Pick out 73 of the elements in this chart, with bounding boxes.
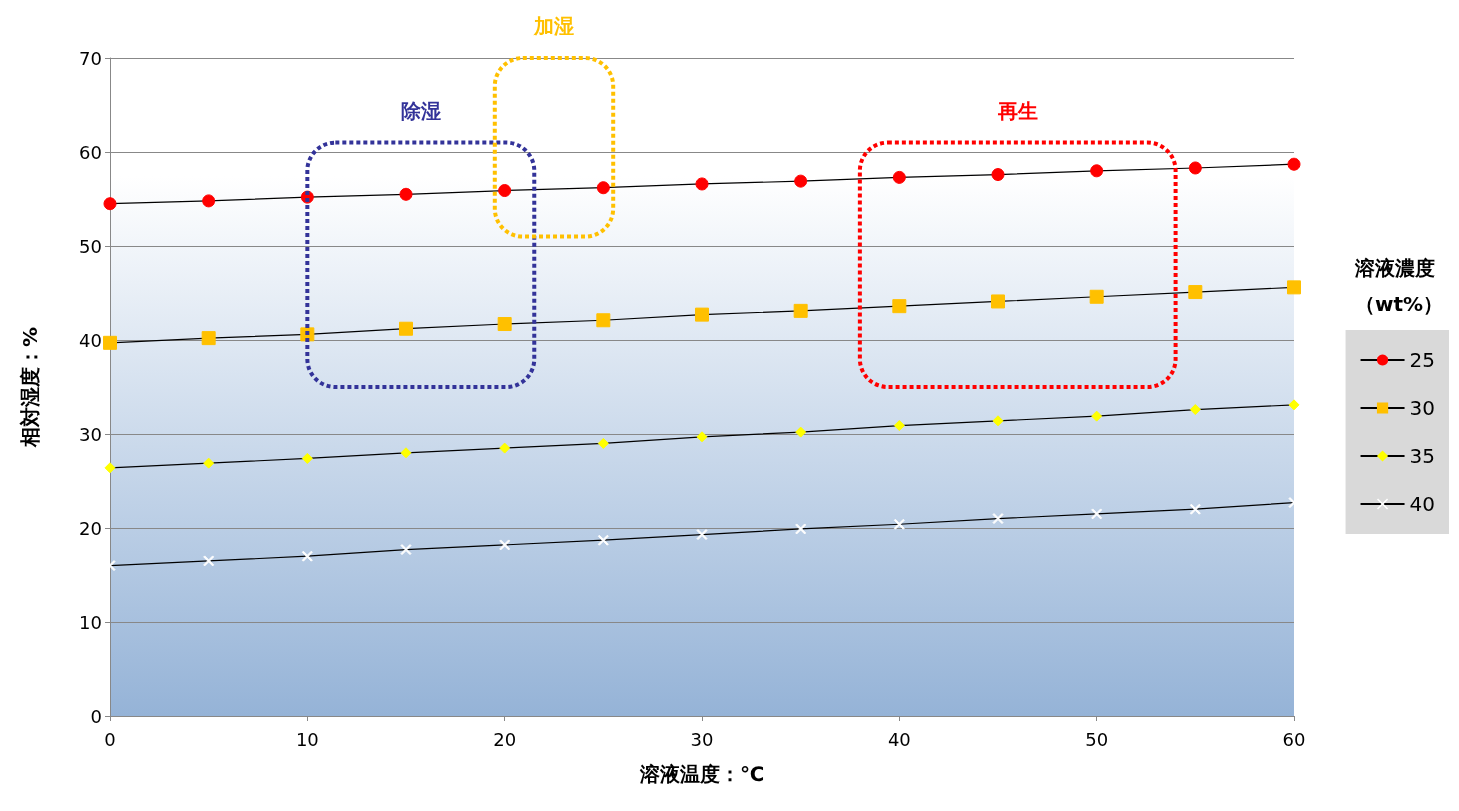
- point: [203, 555, 215, 567]
- point: [597, 437, 609, 449]
- x-tick-label: 10: [295, 728, 319, 750]
- point: [793, 303, 808, 318]
- legend-label: 40: [1409, 492, 1435, 516]
- point: [795, 426, 807, 438]
- point: [104, 462, 116, 474]
- text: 加湿: [533, 14, 574, 38]
- point: [1091, 410, 1103, 422]
- y-tick-label: 10: [79, 611, 102, 633]
- point: [1188, 161, 1202, 175]
- point: [597, 534, 609, 546]
- x-tick-label: 50: [1085, 728, 1109, 750]
- point: [596, 313, 611, 328]
- point: [399, 187, 413, 201]
- point: [596, 181, 610, 195]
- point: [1288, 399, 1300, 411]
- point: [497, 317, 512, 332]
- point: [498, 184, 512, 198]
- y-tick-label: 50: [79, 235, 102, 257]
- point: [399, 321, 413, 336]
- point: [1287, 280, 1301, 295]
- x-tick-label: 40: [887, 728, 911, 750]
- point: [695, 307, 709, 322]
- annotation: 再生: [996, 98, 1038, 123]
- point: [696, 529, 708, 541]
- point: [1091, 508, 1103, 520]
- legend-label: 35: [1409, 444, 1435, 468]
- x-tick-label: 0: [104, 728, 116, 750]
- y-tick-label: 70: [79, 47, 102, 69]
- y-tick-label: 0: [90, 705, 102, 727]
- y-axis-title: 相対湿度：%: [18, 326, 42, 449]
- point: [992, 415, 1004, 427]
- x-tick-label: 20: [493, 728, 517, 750]
- y-tick-label: 60: [79, 141, 102, 163]
- y-tick-label: 20: [79, 517, 102, 539]
- annotation: 除湿: [400, 98, 441, 123]
- point: [992, 513, 1004, 525]
- point: [892, 170, 906, 184]
- point: [991, 168, 1005, 182]
- x-tick-label: 30: [690, 728, 714, 750]
- point: [301, 550, 313, 562]
- point: [892, 299, 907, 314]
- y-tick-label: 40: [79, 329, 102, 351]
- point: [400, 544, 412, 556]
- point: [1189, 503, 1201, 515]
- legend-label: 25: [1409, 348, 1435, 372]
- point: [103, 197, 117, 211]
- point: [1188, 285, 1203, 300]
- point: [893, 420, 905, 432]
- legend-title: 溶液濃度（wt%）: [1354, 256, 1444, 316]
- point: [301, 452, 313, 464]
- point: [103, 335, 117, 350]
- point: [695, 177, 709, 191]
- point: [203, 457, 215, 469]
- point: [1089, 289, 1104, 304]
- point: [1287, 157, 1301, 171]
- x-axis-title: 溶液温度：℃: [638, 762, 765, 786]
- legend-label: 30: [1409, 396, 1435, 420]
- point: [400, 447, 412, 459]
- point: [696, 431, 708, 443]
- point: [1189, 404, 1201, 416]
- point: [893, 518, 905, 530]
- point: [202, 194, 216, 208]
- point: [499, 442, 511, 454]
- x-tick-label: 60: [1282, 728, 1306, 750]
- point: [991, 294, 1005, 309]
- point: [201, 331, 216, 346]
- point: [1090, 164, 1104, 178]
- y-tick-label: 30: [79, 423, 102, 445]
- point: [794, 174, 808, 188]
- point: [499, 539, 511, 551]
- point: [795, 523, 807, 535]
